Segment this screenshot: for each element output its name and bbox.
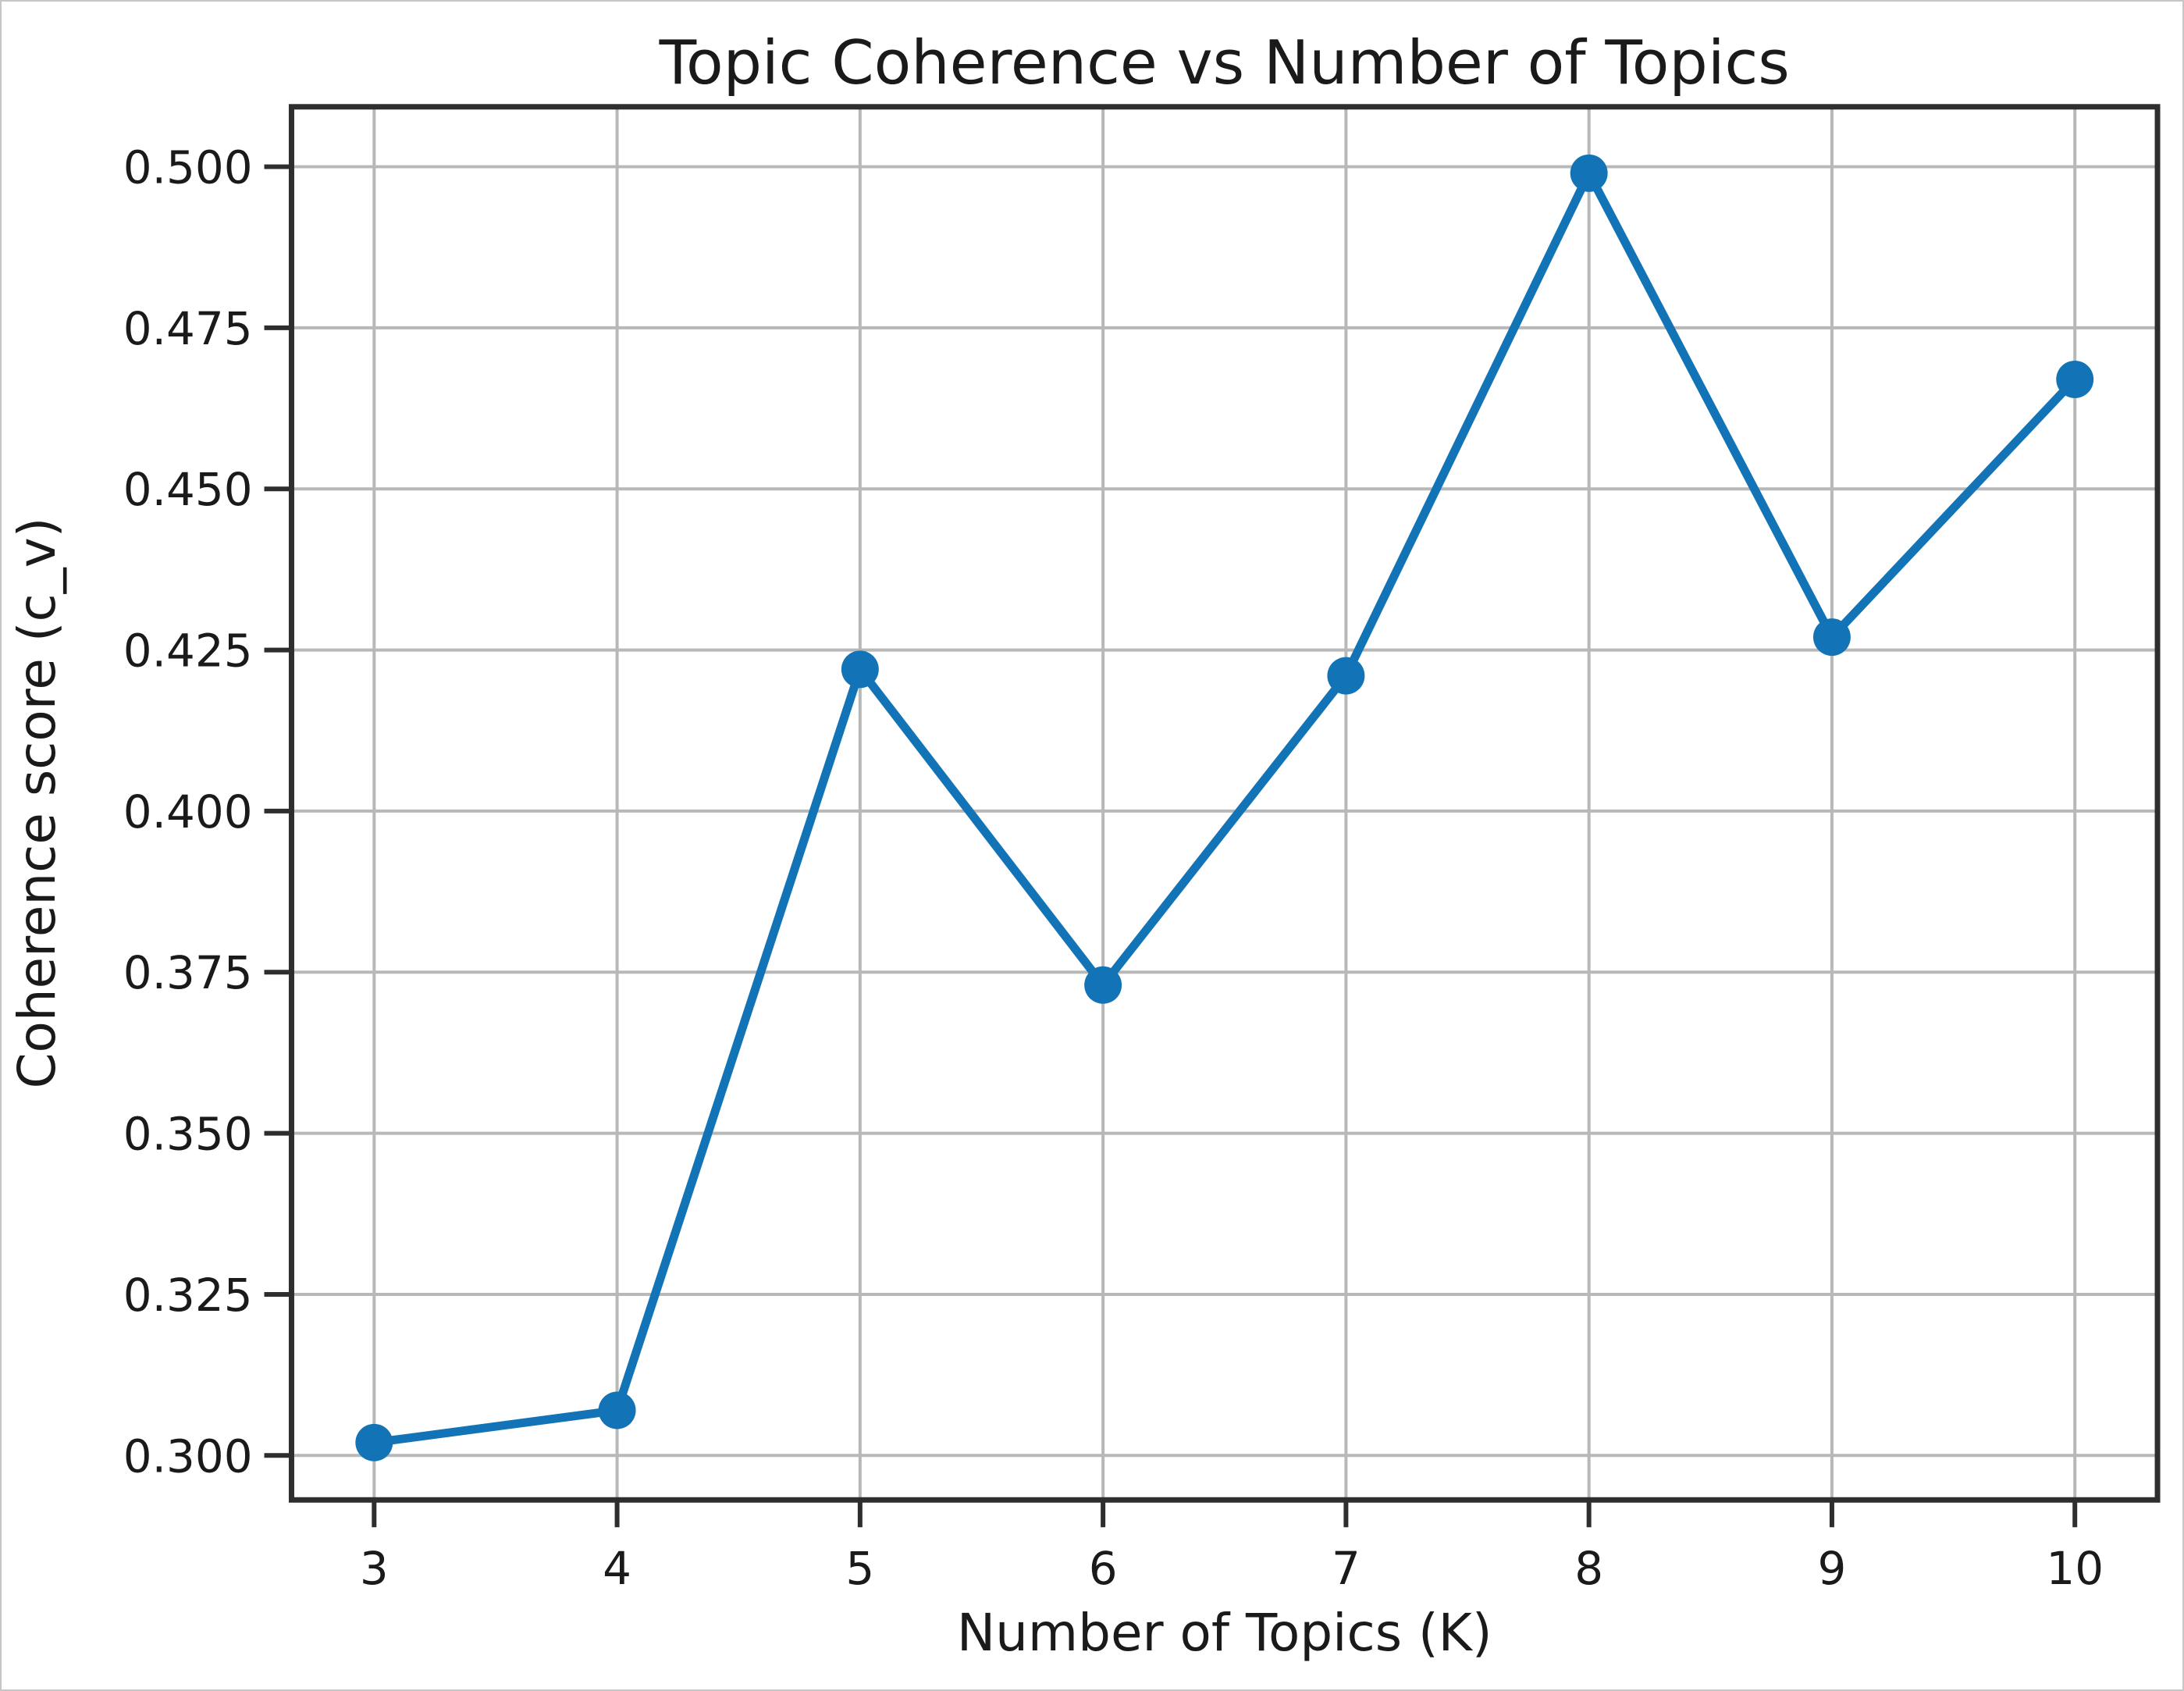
svg-text:0.325: 0.325 bbox=[123, 1269, 253, 1322]
svg-text:0.500: 0.500 bbox=[123, 141, 253, 194]
plot-border bbox=[288, 104, 2161, 1503]
svg-text:3: 3 bbox=[360, 1542, 389, 1595]
svg-text:0.350: 0.350 bbox=[123, 1108, 253, 1161]
chart-title: Topic Coherence vs Number of Topics bbox=[659, 28, 1790, 98]
gridlines bbox=[291, 106, 2158, 1501]
svg-text:0.450: 0.450 bbox=[123, 463, 253, 516]
svg-text:0.400: 0.400 bbox=[123, 785, 253, 838]
svg-text:0.375: 0.375 bbox=[123, 946, 253, 999]
y-axis-label: Coherence score (c_v) bbox=[7, 518, 67, 1089]
svg-text:4: 4 bbox=[603, 1542, 631, 1595]
svg-text:0.475: 0.475 bbox=[123, 302, 253, 355]
x-tick-labels: 3 4 5 6 7 8 9 10 bbox=[360, 1542, 2104, 1595]
axis-tick-marks bbox=[264, 164, 2078, 1528]
svg-text:10: 10 bbox=[2046, 1542, 2104, 1595]
x-axis-label: Number of Topics (K) bbox=[957, 1603, 1492, 1663]
svg-text:7: 7 bbox=[1332, 1542, 1361, 1595]
data-point-markers bbox=[355, 154, 2094, 1461]
svg-text:0.425: 0.425 bbox=[123, 625, 253, 678]
svg-text:8: 8 bbox=[1574, 1542, 1603, 1595]
y-tick-labels: 0.300 0.325 0.350 0.375 0.400 0.425 0.450 0.475… bbox=[123, 141, 253, 1483]
svg-text:0.300: 0.300 bbox=[123, 1429, 253, 1483]
svg-text:6: 6 bbox=[1089, 1542, 1118, 1595]
coherence-line bbox=[369, 169, 2079, 1447]
svg-text:5: 5 bbox=[845, 1542, 874, 1595]
plot-area bbox=[291, 106, 2158, 1501]
svg-text:9: 9 bbox=[1818, 1542, 1847, 1595]
